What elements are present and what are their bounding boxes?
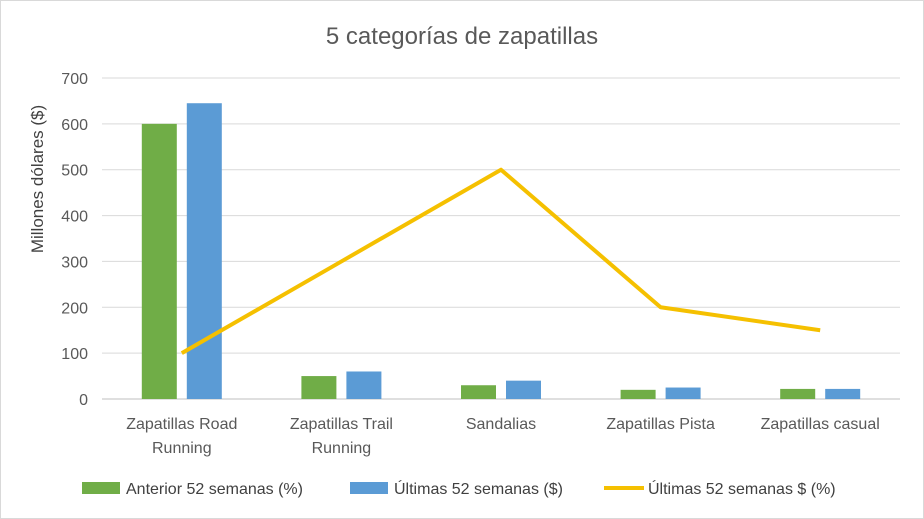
bar — [506, 380, 541, 399]
x-tick-label: Sandalias — [466, 416, 536, 433]
y-tick-label: 400 — [61, 209, 88, 226]
y-tick-label: 500 — [61, 163, 88, 180]
legend-swatch — [350, 482, 388, 494]
x-tick-label: Zapatillas Pista — [606, 416, 715, 433]
bar — [665, 387, 701, 399]
y-tick-label: 0 — [79, 392, 88, 409]
x-tick-label: Running — [312, 440, 372, 457]
legend-label: Anterior 52 semanas (%) — [126, 481, 303, 498]
bar — [825, 388, 861, 399]
y-axis-label: Millones dólares ($) — [28, 105, 47, 253]
legend-label: Últimas 52 semanas $ (%) — [648, 479, 836, 498]
legend-label: Últimas 52 semanas ($) — [394, 479, 563, 498]
x-tick-label: Zapatillas casual — [761, 416, 880, 433]
bar — [301, 376, 337, 399]
x-tick-label: Running — [152, 440, 212, 457]
bar — [346, 371, 382, 399]
bar — [461, 385, 496, 399]
y-tick-label: 600 — [61, 117, 88, 134]
legend-swatch — [82, 482, 120, 494]
x-tick-label: Zapatillas Road — [126, 416, 237, 433]
bar — [620, 389, 656, 399]
chart-title: 5 categorías de zapatillas — [326, 23, 598, 50]
y-tick-label: 100 — [61, 346, 88, 363]
y-tick-label: 700 — [61, 71, 88, 88]
bar — [780, 388, 816, 399]
x-tick-label: Zapatillas Trail — [290, 416, 393, 433]
series-line — [180, 167, 821, 355]
bar — [186, 103, 222, 399]
y-tick-label: 300 — [61, 254, 88, 271]
y-tick-label: 200 — [61, 300, 88, 317]
bar — [141, 123, 177, 399]
